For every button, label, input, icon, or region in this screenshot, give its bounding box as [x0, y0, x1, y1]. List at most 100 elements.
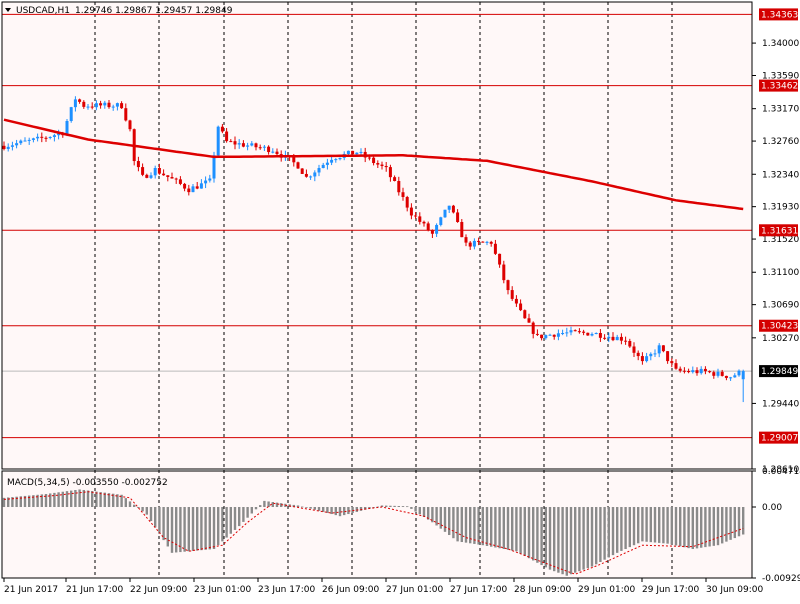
- candle-body-17: [73, 99, 77, 108]
- macd-bar-57: [242, 507, 245, 522]
- time-tick-label-1: 21 Jun 17:00: [66, 585, 123, 595]
- macd-bar-84: [355, 507, 358, 512]
- macd-bar-72: [305, 507, 308, 508]
- candle-body-111: [468, 242, 472, 247]
- macd-bar-156: [658, 507, 661, 543]
- candle-body-151: [636, 352, 640, 357]
- macd-bar-81: [343, 507, 346, 516]
- candle-body-162: [682, 370, 686, 372]
- candle-body-103: [435, 224, 439, 234]
- macd-bar-15: [65, 491, 69, 508]
- macd-bar-125: [527, 507, 531, 559]
- candle-body-174: [733, 375, 737, 378]
- candle-body-128: [540, 334, 544, 339]
- macd-bar-124: [523, 507, 526, 556]
- candle-body-25: [107, 102, 111, 108]
- candle-body-107: [451, 205, 455, 213]
- candle-body-20: [86, 106, 90, 108]
- time-tick-label-5: 26 Jun 09:00: [322, 585, 379, 595]
- macd-signal-line: [3, 491, 744, 575]
- macd-bar-160: [674, 507, 678, 546]
- candle-body-147: [619, 336, 623, 341]
- macd-bar-104: [439, 507, 442, 529]
- macd-bar-152: [641, 507, 644, 542]
- macd-bar-114: [481, 507, 484, 546]
- macd-bar-86: [364, 507, 367, 510]
- macd-bar-34: [145, 507, 148, 515]
- candle-body-165: [695, 370, 699, 374]
- price-tick-label-11: 1.28610: [762, 465, 799, 475]
- time-tick-label-10: 29 Jun 17:00: [642, 585, 699, 595]
- macd-bar-149: [628, 507, 631, 548]
- time-tick-label-2: 22 Jun 09:00: [130, 585, 187, 595]
- candle-body-49: [208, 178, 212, 181]
- macd-bar-80: [338, 507, 342, 517]
- candle-body-76: [321, 164, 325, 169]
- ohlc-values: 1.29746 1.29867 1.29457 1.29849: [75, 6, 233, 16]
- macd-bar-121: [511, 507, 514, 551]
- candle-body-113: [477, 240, 481, 242]
- candle-body-146: [615, 336, 619, 341]
- candle-body-21: [90, 106, 94, 108]
- macd-bar-79: [334, 507, 337, 516]
- macd-bar-151: [637, 507, 640, 544]
- candle-body-148: [624, 340, 628, 342]
- macd-bar-133: [561, 507, 564, 575]
- macd-bar-87: [368, 507, 371, 509]
- macd-bar-112: [473, 507, 476, 544]
- candle-body-37: [157, 167, 161, 174]
- candle-body-170: [716, 371, 720, 376]
- price-tags: 1.34363 1.33462 1.31631 1.30423 1.29007 1.298…: [759, 8, 798, 444]
- candle-body-90: [380, 164, 384, 166]
- macd-bar-136: [574, 507, 577, 573]
- candle-body-108: [456, 212, 460, 223]
- macd-bar-137: [578, 507, 581, 572]
- macd-bar-130: [548, 507, 552, 570]
- symbol-timeframe: USDCAD,H1: [16, 6, 70, 16]
- triangle-down-icon[interactable]: [5, 8, 11, 12]
- macd-bar-63: [267, 501, 270, 508]
- macd-bar-108: [456, 507, 459, 542]
- macd-bar-42: [179, 507, 182, 553]
- candle-body-53: [225, 131, 229, 142]
- macd-bar-95: [401, 506, 405, 508]
- candle-body-0: [2, 145, 6, 149]
- macd-bar-65: [275, 502, 279, 508]
- candle-body-142: [598, 332, 602, 338]
- time-tick-label-3: 23 Jun 01:00: [194, 585, 251, 595]
- candle-body-160: [674, 363, 678, 369]
- candle-body-74: [313, 172, 317, 177]
- candle-body-122: [514, 298, 518, 304]
- macd-bar-141: [595, 507, 598, 565]
- candle-body-176: [741, 371, 745, 380]
- macd-bar-76: [322, 507, 325, 512]
- candle-body-112: [472, 240, 476, 247]
- candle-body-44: [187, 188, 191, 193]
- time-tick-label-0: 21 Jun 2017: [4, 585, 58, 595]
- candle-body-119: [502, 264, 506, 281]
- candle-body-6: [27, 139, 31, 141]
- candle-body-125: [527, 318, 531, 323]
- candle-body-105: [443, 209, 447, 218]
- level-tag-0-label: 1.34363: [761, 10, 798, 20]
- macd-bar-25: [107, 493, 111, 508]
- macd-tick-label-2: -0.009294: [762, 574, 800, 584]
- macd-bar-69: [292, 504, 295, 508]
- candle-body-82: [346, 150, 350, 154]
- candle-body-3: [15, 143, 19, 146]
- macd-bar-19: [82, 489, 85, 508]
- price-tick-label-4: 1.32340: [762, 170, 799, 180]
- candle-body-45: [191, 186, 195, 193]
- macd-bar-13: [57, 492, 60, 508]
- macd-bar-14: [61, 491, 64, 508]
- candle-body-2: [10, 145, 14, 147]
- macd-bar-119: [502, 507, 505, 550]
- time-tick-label-4: 23 Jun 17:00: [258, 585, 315, 595]
- macd-bar-96: [406, 506, 409, 508]
- macd-bar-50: [212, 507, 216, 550]
- candle-body-102: [430, 230, 434, 234]
- macd-bar-131: [553, 507, 556, 572]
- macd-bar-155: [653, 507, 657, 543]
- level-tag-2-box: [759, 224, 798, 237]
